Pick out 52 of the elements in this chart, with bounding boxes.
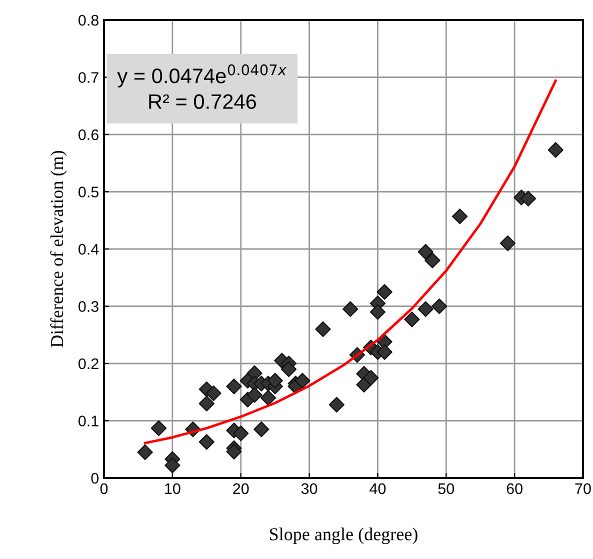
- y-tick-label: 0.7: [78, 72, 98, 83]
- x-tick-label: 10: [165, 483, 180, 494]
- point: [267, 372, 283, 389]
- point: [520, 190, 536, 206]
- point: [363, 370, 379, 386]
- y-tick-label: 0: [91, 472, 99, 484]
- point: [226, 444, 242, 460]
- point: [198, 396, 214, 412]
- point: [260, 390, 276, 406]
- point: [452, 208, 468, 224]
- point: [137, 444, 153, 460]
- y-tick-label: 0.5: [78, 186, 98, 198]
- x-tick-label: 30: [301, 483, 318, 494]
- x-tick-label: 0: [100, 483, 108, 494]
- point: [376, 284, 392, 300]
- y-tick-label: 0.2: [78, 358, 98, 370]
- point: [370, 304, 386, 320]
- point: [294, 372, 310, 389]
- x-tick-label: 20: [233, 483, 249, 494]
- point: [315, 321, 331, 337]
- x-tick-label: 50: [438, 483, 454, 494]
- x-tick-label: 40: [370, 483, 386, 494]
- y-tick-label: 0.3: [78, 301, 98, 312]
- point: [328, 396, 344, 413]
- y-tick-label: 0.6: [78, 129, 98, 140]
- point: [246, 387, 262, 403]
- point: [206, 385, 222, 402]
- y-axis-title: Difference of elevation (m): [50, 150, 67, 348]
- point: [431, 298, 448, 314]
- point: [500, 235, 516, 252]
- x-tick-label: 70: [575, 483, 591, 494]
- point: [548, 142, 564, 158]
- annotation: y = 0.0474e$^{0.0407x}$: [117, 64, 287, 88]
- point: [418, 301, 434, 317]
- x-axis-title: Slope angle (degree): [270, 528, 418, 544]
- point: [254, 422, 270, 438]
- point: [164, 458, 180, 474]
- y-tick-label: 0.8: [78, 14, 98, 26]
- point: [198, 434, 214, 450]
- point: [233, 426, 249, 442]
- x-tick-label: 60: [506, 483, 522, 494]
- y-tick-label: 0.1: [78, 416, 98, 426]
- y-tick-label: 0.4: [78, 244, 99, 255]
- point: [226, 378, 242, 394]
- point: [280, 361, 297, 378]
- annotation: R² = 0.7246: [149, 94, 256, 109]
- point: [404, 312, 420, 328]
- point: [424, 252, 440, 268]
- point: [376, 344, 392, 360]
- point: [342, 301, 358, 317]
- point: [418, 244, 434, 260]
- point: [150, 420, 167, 436]
